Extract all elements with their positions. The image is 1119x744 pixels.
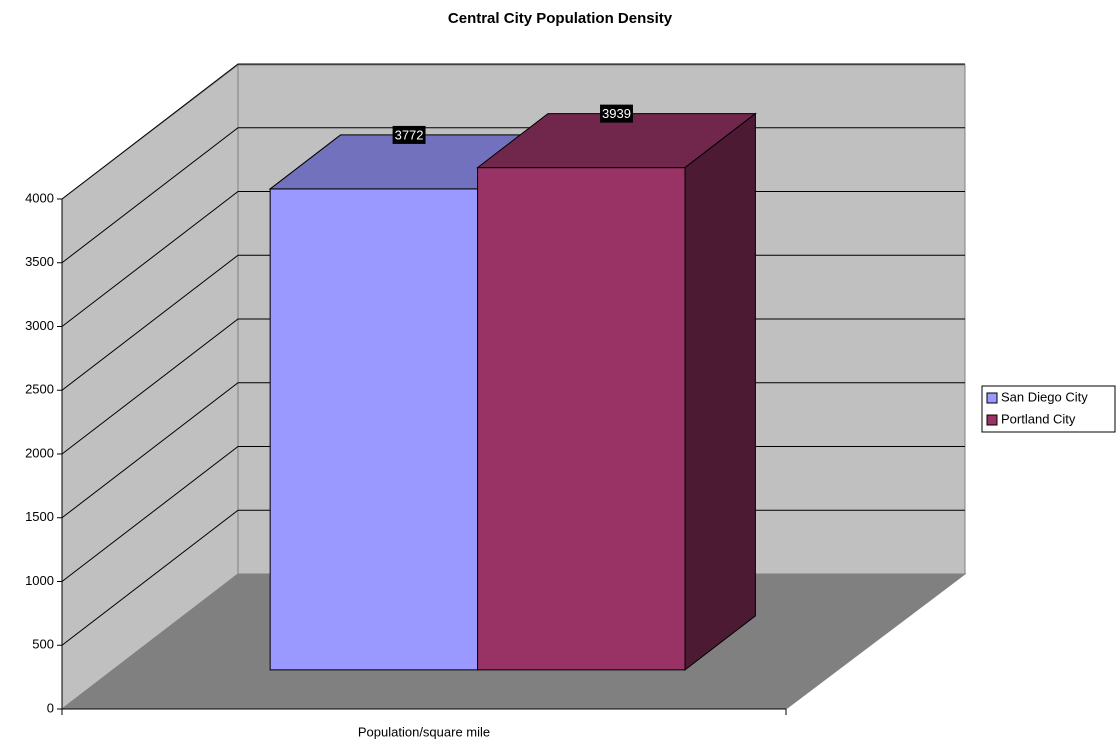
legend-swatch: [986, 392, 998, 404]
data-label: 3772: [395, 127, 424, 142]
x-tick-label: Population/square mile: [358, 724, 490, 739]
y-tick-label: 3500: [25, 254, 54, 269]
chart-title: Central City Population Density: [448, 10, 673, 27]
bar: [476, 112, 757, 671]
legend-swatch: [986, 414, 998, 426]
y-tick-label: 2500: [25, 382, 54, 397]
y-tick-label: 500: [32, 637, 54, 652]
bar-front: [477, 167, 686, 671]
y-tick-label: 4000: [25, 190, 54, 205]
legend-label: Portland City: [1001, 411, 1076, 426]
legend-label: San Diego City: [1001, 389, 1088, 404]
data-label: 3939: [602, 106, 631, 121]
bar-side: [684, 112, 756, 671]
y-tick-label: 1500: [25, 509, 54, 524]
y-tick-label: 0: [47, 700, 54, 715]
data-label-bg: [600, 104, 633, 123]
grid-line: [61, 63, 965, 200]
bar-front: [269, 188, 479, 671]
y-tick-label: 3000: [25, 318, 54, 333]
y-tick-label: 2000: [25, 445, 54, 460]
y-tick-label: 1000: [25, 573, 54, 588]
data-label-bg: [392, 125, 426, 144]
legend-box: [981, 385, 1116, 433]
